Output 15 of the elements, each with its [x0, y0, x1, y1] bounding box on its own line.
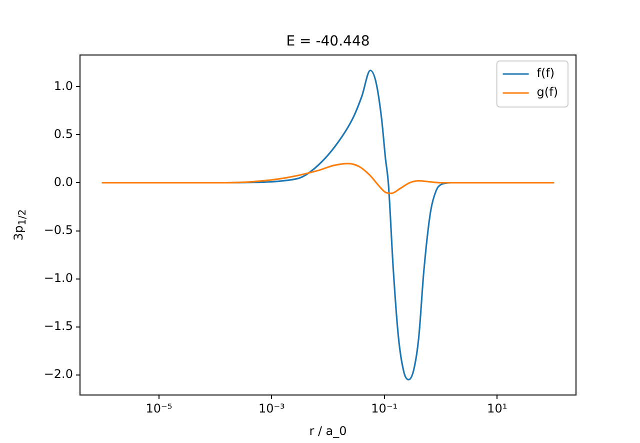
x-tick-label: 10¹ — [487, 401, 508, 416]
y-tick-label: −1.0 — [44, 270, 73, 285]
y-tick-label: −1.5 — [44, 318, 73, 333]
y-tick-label: 1.0 — [54, 78, 73, 93]
legend-label: g(f) — [536, 85, 558, 100]
x-axis-title: r / a_0 — [309, 424, 347, 438]
x-tick-label: 10⁻³ — [258, 401, 286, 416]
x-tick-label: 10⁻¹ — [371, 401, 398, 416]
y-tick-label: 0.0 — [54, 174, 73, 189]
y-tick-label: −2.0 — [44, 366, 73, 381]
y-tick-label: 0.5 — [54, 126, 73, 141]
y-tick-label: −0.5 — [44, 222, 73, 237]
legend-label: f(f) — [536, 66, 555, 80]
x-tick-label: 10⁻⁵ — [146, 401, 172, 416]
chart-title: E = -40.448 — [286, 34, 370, 50]
